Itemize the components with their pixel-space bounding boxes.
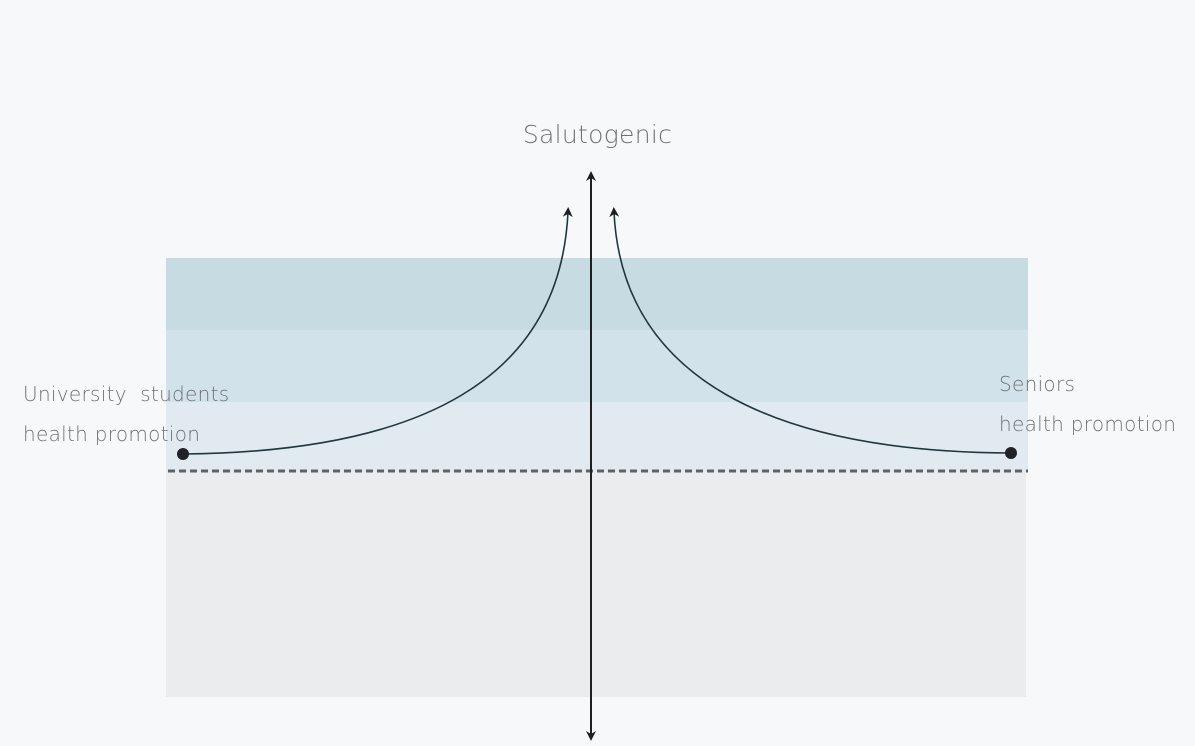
university-students-label-line2: health promotion <box>23 422 201 446</box>
seniors-label-line1: Seniors <box>999 372 1076 396</box>
band-top <box>166 258 1028 330</box>
band-middle <box>166 330 1028 402</box>
seniors-label-line2: health promotion <box>999 412 1177 436</box>
university-students-label: University students health promotion <box>23 374 229 454</box>
right-start-point <box>1005 447 1017 459</box>
seniors-label: Seniors health promotion <box>999 364 1176 444</box>
salutogenic-label: Salutogenic <box>522 120 673 149</box>
band-lower <box>166 402 1028 472</box>
university-students-label-line1: University students <box>23 382 230 406</box>
left-curve <box>182 207 573 455</box>
left-start-point <box>177 448 189 460</box>
right-curve <box>609 207 1012 454</box>
pathogenic-region <box>166 472 1026 697</box>
